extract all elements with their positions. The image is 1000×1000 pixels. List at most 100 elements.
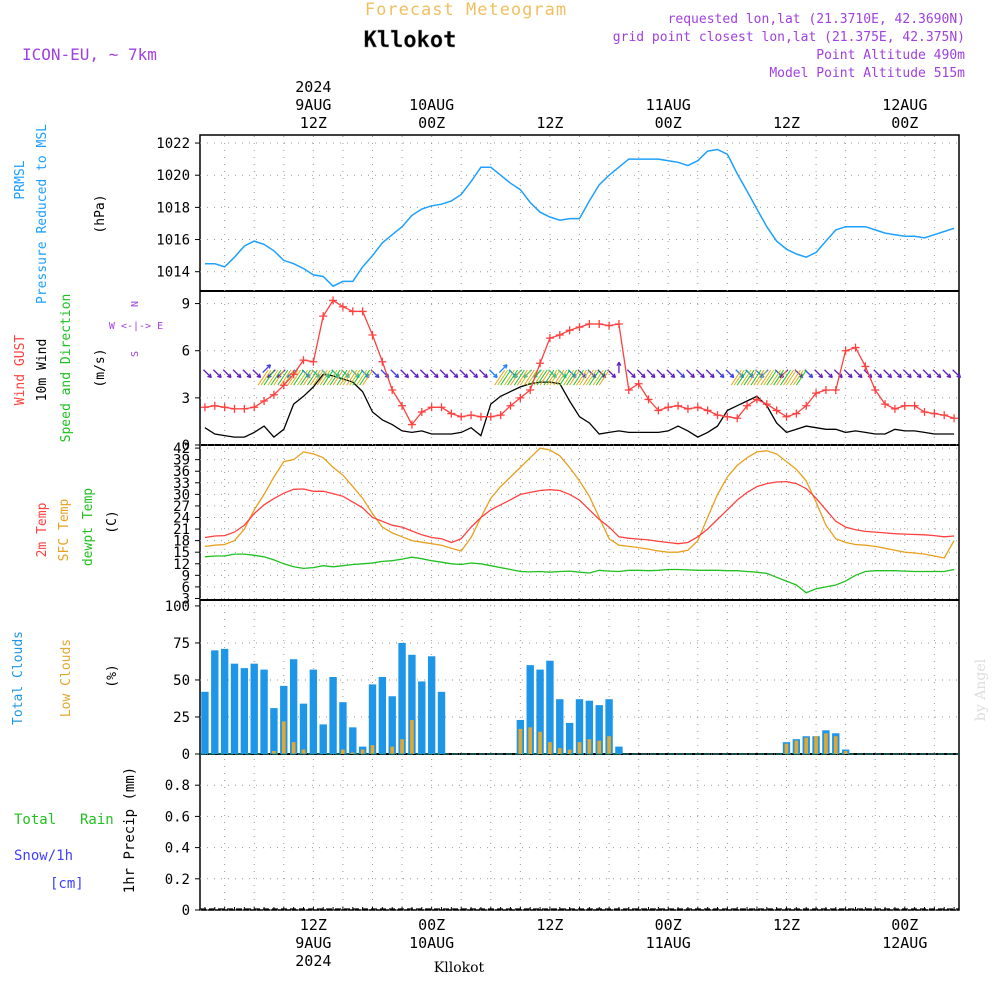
wind-barb-hatch	[523, 369, 535, 386]
gust-marker	[536, 359, 545, 368]
gust-marker	[861, 362, 870, 371]
wind-arrow-head	[475, 373, 479, 378]
wind-direction-arrow	[488, 369, 498, 378]
wind-barb-hatch	[533, 369, 545, 386]
low-cloud-bar	[784, 743, 789, 754]
pressure-tick-label: 1016	[156, 233, 190, 249]
gust-marker	[890, 404, 899, 413]
gust-marker	[605, 321, 614, 330]
pressure-label-1: PRMSL	[13, 160, 28, 199]
wind-barb-hatch	[339, 369, 351, 386]
gust-marker	[447, 409, 456, 418]
wind-arrow-head	[702, 373, 705, 378]
gust-marker	[871, 386, 880, 394]
low-cloud-bar	[597, 740, 602, 754]
wind-barb-hatch	[763, 369, 775, 386]
wind-barb-hatch	[494, 369, 506, 386]
gust-marker	[762, 400, 771, 409]
gust-marker	[506, 401, 515, 410]
gust-marker	[703, 406, 712, 415]
wind-barb-hatch	[359, 369, 371, 386]
wind-direction-arrow	[400, 369, 409, 378]
wind-barb-hatch	[260, 369, 272, 386]
wind-arrow-head	[879, 373, 883, 378]
gust-marker	[260, 397, 269, 405]
low-cloud-bar	[607, 736, 611, 754]
wind-barb-hatch	[582, 369, 594, 386]
low-cloud-bar	[360, 749, 365, 754]
wind-barb-hatch	[556, 369, 568, 386]
clouds-tick-label: 0	[182, 747, 190, 763]
wind-arrow-head	[820, 373, 824, 378]
low-cloud-bar	[272, 751, 276, 754]
wind-barb-hatch	[743, 369, 755, 386]
gust-marker	[299, 356, 308, 365]
wind-arrow-head	[377, 373, 380, 378]
wind-barb-hatch	[316, 369, 328, 386]
low-cloud-bar	[567, 749, 572, 754]
gust-marker	[526, 386, 535, 394]
total-cloud-bar	[270, 708, 278, 754]
low-cloud-bar	[370, 745, 375, 754]
low-cloud-bar	[281, 721, 286, 754]
wind-arrow-head	[712, 373, 715, 378]
wind-arrow-head	[229, 373, 232, 378]
wind-barb-hatch	[559, 369, 571, 386]
wind-barb-hatch	[549, 369, 561, 386]
wind-barb-hatch	[303, 369, 314, 386]
gust-marker	[417, 408, 426, 416]
gust-marker	[693, 403, 702, 412]
wind-direction-arrow	[735, 369, 745, 378]
total-cloud-bar	[339, 702, 347, 754]
wind-barb-hatch	[736, 369, 748, 386]
wind-barb-hatch	[780, 369, 791, 386]
wind-direction-arrow	[656, 369, 666, 378]
wind-direction-arrow	[419, 369, 429, 378]
temperature-tick-label: 42	[173, 441, 190, 457]
wind-barb-hatch	[740, 369, 752, 386]
wind-barb-hatch	[300, 369, 311, 386]
wind-arrow-head	[613, 373, 617, 378]
wind-direction-arrow	[686, 369, 695, 378]
temp-unit: (C)	[105, 510, 120, 533]
wind-direction-arrow	[390, 369, 400, 378]
wind-arrow-head	[830, 373, 833, 378]
gust-marker	[841, 346, 850, 355]
wind-direction-arrow	[626, 369, 636, 378]
bottom-time-label: 12Z	[536, 916, 563, 934]
wind-arrow-head	[672, 373, 676, 378]
wind-barb-hatch	[733, 369, 745, 386]
wind-direction-arrow	[695, 369, 705, 378]
snow-unit: [cm]	[50, 876, 84, 892]
total-cloud-bar	[388, 696, 396, 754]
wind-arrow-head	[929, 373, 932, 378]
wind-direction-arrow	[725, 369, 735, 378]
low-cloud-bar	[410, 719, 414, 754]
gust-marker	[802, 401, 811, 410]
wind-arrow-head	[248, 373, 252, 378]
temp-2m-line	[204, 480, 955, 545]
gust-marker	[910, 401, 919, 410]
wind-barb-hatch	[546, 369, 558, 386]
wind-barb-hatch	[504, 369, 515, 386]
top-time-label: 12Z	[300, 114, 327, 132]
gust-marker	[329, 296, 338, 305]
wind-barb-hatch	[329, 369, 341, 386]
wind-arrow-head	[869, 373, 873, 378]
total-cloud-bar	[260, 669, 268, 754]
point-altitude: Point Altitude 490m	[816, 48, 965, 63]
gust-marker	[338, 302, 347, 311]
wind-barb-hatch	[312, 369, 324, 386]
wind-direction-arrow	[479, 369, 488, 378]
low-cloud-bar	[814, 736, 818, 754]
wind-tick-label: 3	[182, 391, 190, 407]
wind-direction-arrow	[459, 369, 469, 378]
wind-barb-hatch	[526, 369, 538, 386]
gust-marker	[782, 412, 791, 421]
low-cloud-bar	[528, 727, 533, 754]
top-time-label: 12Z	[536, 114, 563, 132]
gust-marker	[674, 401, 683, 410]
wind-barb-hatch	[290, 369, 302, 386]
wind-barb-hatch	[795, 369, 807, 386]
low-cloud-bar	[301, 749, 306, 754]
